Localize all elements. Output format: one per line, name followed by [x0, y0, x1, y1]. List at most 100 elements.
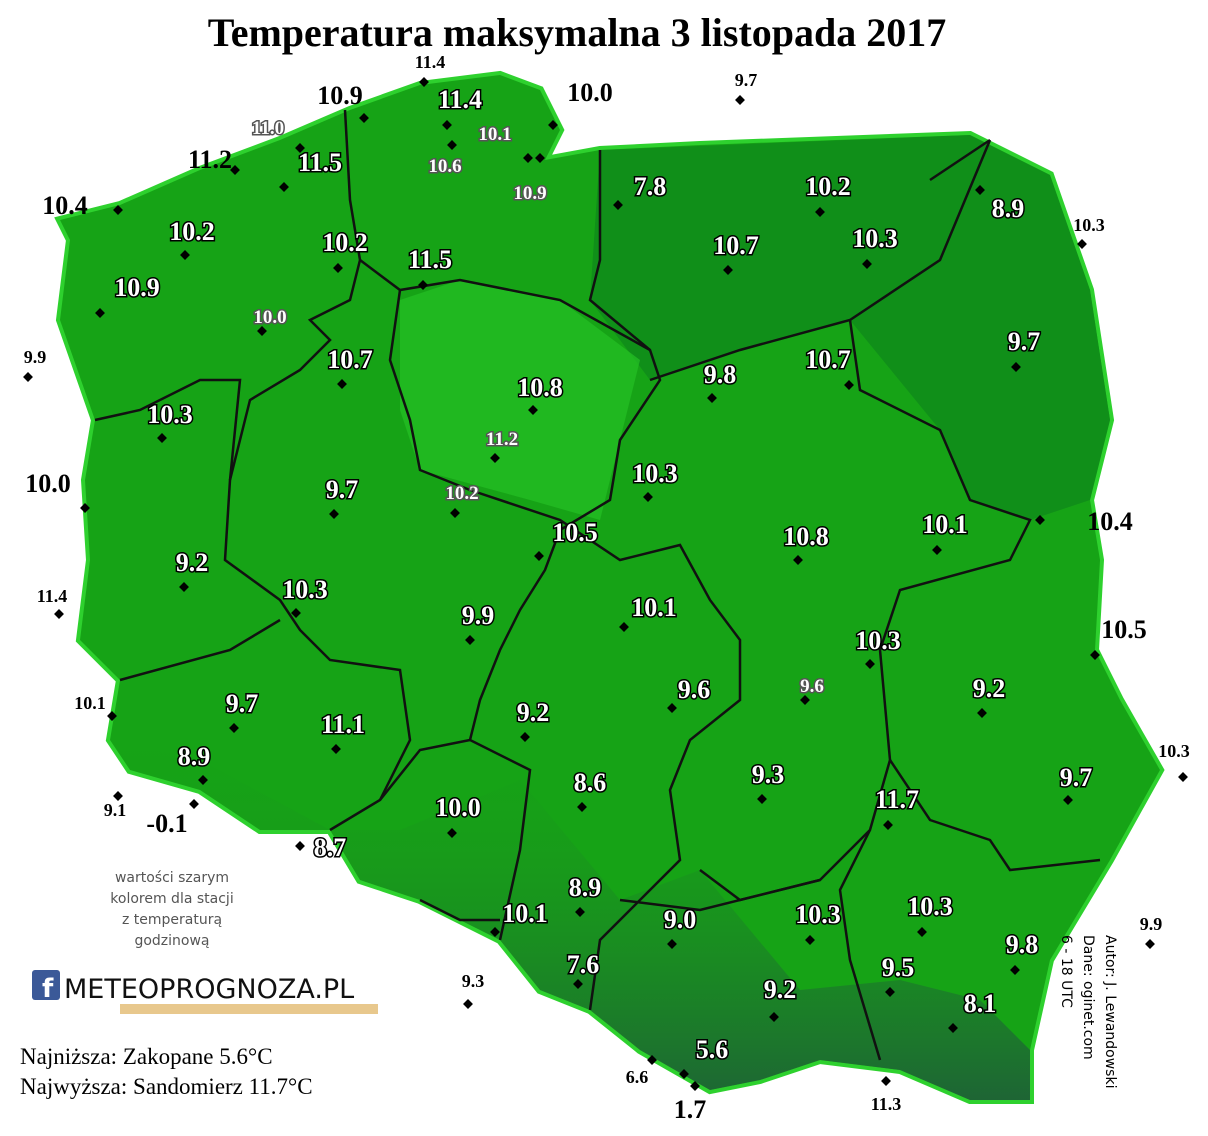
logo: f METEOPROGNOZA.PL: [32, 970, 378, 1014]
station-marker: [613, 200, 623, 210]
station-marker: [107, 711, 117, 721]
station-marker: [1077, 239, 1087, 249]
station-value: 11.4: [415, 52, 446, 72]
station-value: 10.9: [513, 183, 546, 204]
station-marker: [490, 927, 500, 937]
station-marker: [535, 153, 545, 163]
station-value: 10.7: [713, 231, 759, 260]
note-line: wartości szarym: [115, 870, 229, 886]
station-marker: [333, 263, 343, 273]
station-marker: [862, 259, 872, 269]
logo-icon: [32, 970, 60, 1000]
station-value: 10.3: [282, 575, 328, 604]
station-marker: [23, 372, 33, 382]
station-value: 7.8: [634, 172, 667, 201]
station-value: 9.2: [973, 674, 1006, 703]
station-value: 9.9: [462, 601, 495, 630]
station-value: 8.6: [574, 768, 607, 797]
note-line: godzinową: [134, 933, 209, 949]
station-value: 9.2: [176, 548, 209, 577]
station-value: 10.1: [631, 593, 677, 622]
station-marker: [450, 508, 460, 518]
station-marker: [528, 405, 538, 415]
station-marker: [883, 820, 893, 830]
station-value: 10.9: [114, 273, 160, 302]
logo-bar: [120, 1004, 378, 1014]
station-marker: [793, 555, 803, 565]
station-value: 8.9: [992, 194, 1025, 223]
station-marker: [881, 1076, 891, 1086]
station-value: 8.7: [314, 833, 347, 862]
station-value: 10.3: [795, 900, 841, 929]
station-marker: [643, 492, 653, 502]
station-marker: [575, 907, 585, 917]
station-value: 10.1: [478, 124, 511, 145]
station-marker: [447, 828, 457, 838]
station-marker: [619, 622, 629, 632]
station-marker: [179, 582, 189, 592]
station-value: 9.7: [735, 70, 758, 90]
summary: Najniższa: Zakopane 5.6°C Najwyższa: Sand…: [20, 1044, 313, 1099]
station-value: 5.6: [696, 1035, 729, 1064]
station-marker: [463, 999, 473, 1009]
station-marker: [647, 1055, 657, 1065]
station-value: 9.7: [1060, 763, 1093, 792]
summary-line: Najwyższa: Sandomierz 11.7°C: [20, 1074, 313, 1099]
station-marker: [157, 433, 167, 443]
station-marker: [948, 1023, 958, 1033]
station-value: 10.1: [502, 899, 548, 928]
station-marker: [917, 927, 927, 937]
station-marker: [1145, 939, 1155, 949]
station-marker: [577, 802, 587, 812]
station-value: 9.7: [326, 475, 359, 504]
station-value: 11.5: [298, 148, 342, 177]
station-value: 8.9: [569, 873, 602, 902]
station-value: 6.6: [626, 1067, 649, 1087]
station-value: 9.7: [226, 689, 259, 718]
station-marker: [534, 551, 544, 561]
station-value: 11.4: [37, 586, 68, 606]
station-value: 8.9: [178, 742, 211, 771]
credit-line: 6 - 18 UTC: [1058, 935, 1074, 1008]
station-marker: [805, 935, 815, 945]
station-value: 11.2: [486, 429, 518, 450]
station-marker: [723, 265, 733, 275]
station-value: 11.3: [871, 1094, 902, 1114]
station-value: 7.6: [567, 950, 600, 979]
station-marker: [418, 280, 428, 290]
station-value: 11.0: [252, 118, 284, 139]
station-value: 9.9: [24, 347, 47, 367]
station-value: 11.1: [321, 710, 365, 739]
station-marker: [465, 635, 475, 645]
station-marker: [844, 380, 854, 390]
station-marker: [523, 153, 533, 163]
station-value: 9.3: [752, 760, 785, 789]
station-marker: [291, 608, 301, 618]
station-marker: [54, 609, 64, 619]
station-value: 10.3: [852, 224, 898, 253]
voivodeship-borders: [94, 109, 1101, 1061]
station-marker: [932, 545, 942, 555]
station-value: 9.6: [800, 676, 824, 697]
station-value: 10.6: [428, 156, 461, 177]
station-value: 10.3: [1073, 215, 1105, 235]
station-value: 10.0: [253, 307, 286, 328]
station-marker: [520, 732, 530, 742]
station-marker: [279, 182, 289, 192]
station-marker: [331, 744, 341, 754]
station-value: 11.4: [438, 85, 482, 114]
station-value: 10.2: [322, 228, 368, 257]
station-marker: [975, 185, 985, 195]
logo-text: METEOPROGNOZA.PL: [64, 974, 354, 1005]
station-value: 9.0: [664, 905, 697, 934]
station-value: 10.0: [435, 793, 481, 822]
station-value: 10.1: [922, 510, 968, 539]
station-value: 10.8: [517, 373, 563, 402]
station-marker: [295, 841, 305, 851]
station-value: 10.8: [783, 522, 829, 551]
station-value: 10.7: [327, 345, 373, 374]
station-marker: [667, 703, 677, 713]
station-value: 10.2: [169, 217, 215, 246]
note-line: kolorem dla stacji: [110, 891, 233, 907]
